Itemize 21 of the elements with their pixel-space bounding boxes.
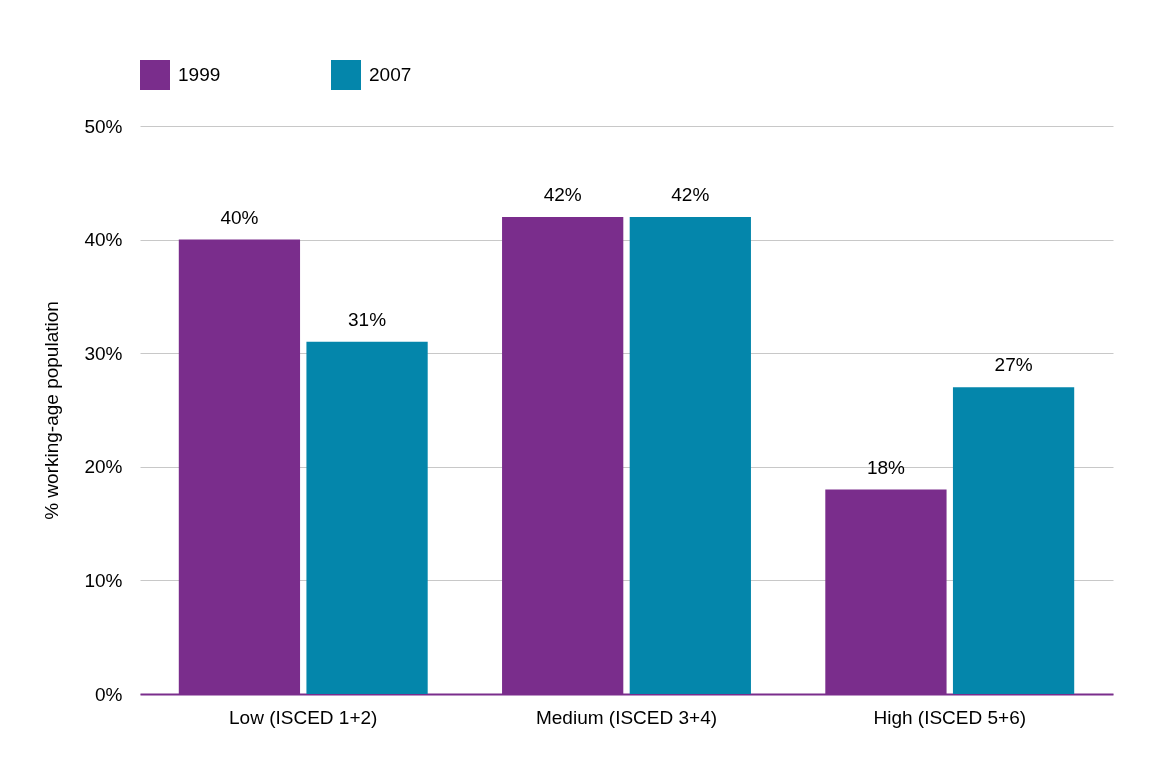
y-tick-label: 0% (95, 683, 123, 705)
bar (952, 387, 1075, 694)
legend-label: 1999 (178, 64, 221, 85)
data-label: 42% (671, 183, 710, 205)
data-label: 42% (543, 183, 582, 205)
data-label: 27% (994, 354, 1033, 376)
data-label: 18% (866, 456, 906, 478)
y-axis-title: % working-age population (41, 301, 63, 520)
x-tick-label: Low (ISCED 1+2) (229, 706, 378, 728)
bar (306, 341, 428, 694)
bar (629, 216, 751, 694)
data-label: 40% (220, 206, 259, 228)
y-tick-label: 40% (84, 229, 123, 251)
y-tick-label: 50% (84, 115, 123, 137)
legend-label: 2007 (369, 64, 412, 85)
y-tick-label: 10% (84, 569, 123, 591)
x-tick-label: High (ISCED 5+6) (873, 706, 1027, 728)
y-tick-label: 20% (84, 456, 123, 478)
y-tick-label: 30% (84, 342, 123, 364)
data-label: 31% (348, 308, 387, 330)
x-tick-label: Medium (ISCED 3+4) (535, 706, 718, 728)
